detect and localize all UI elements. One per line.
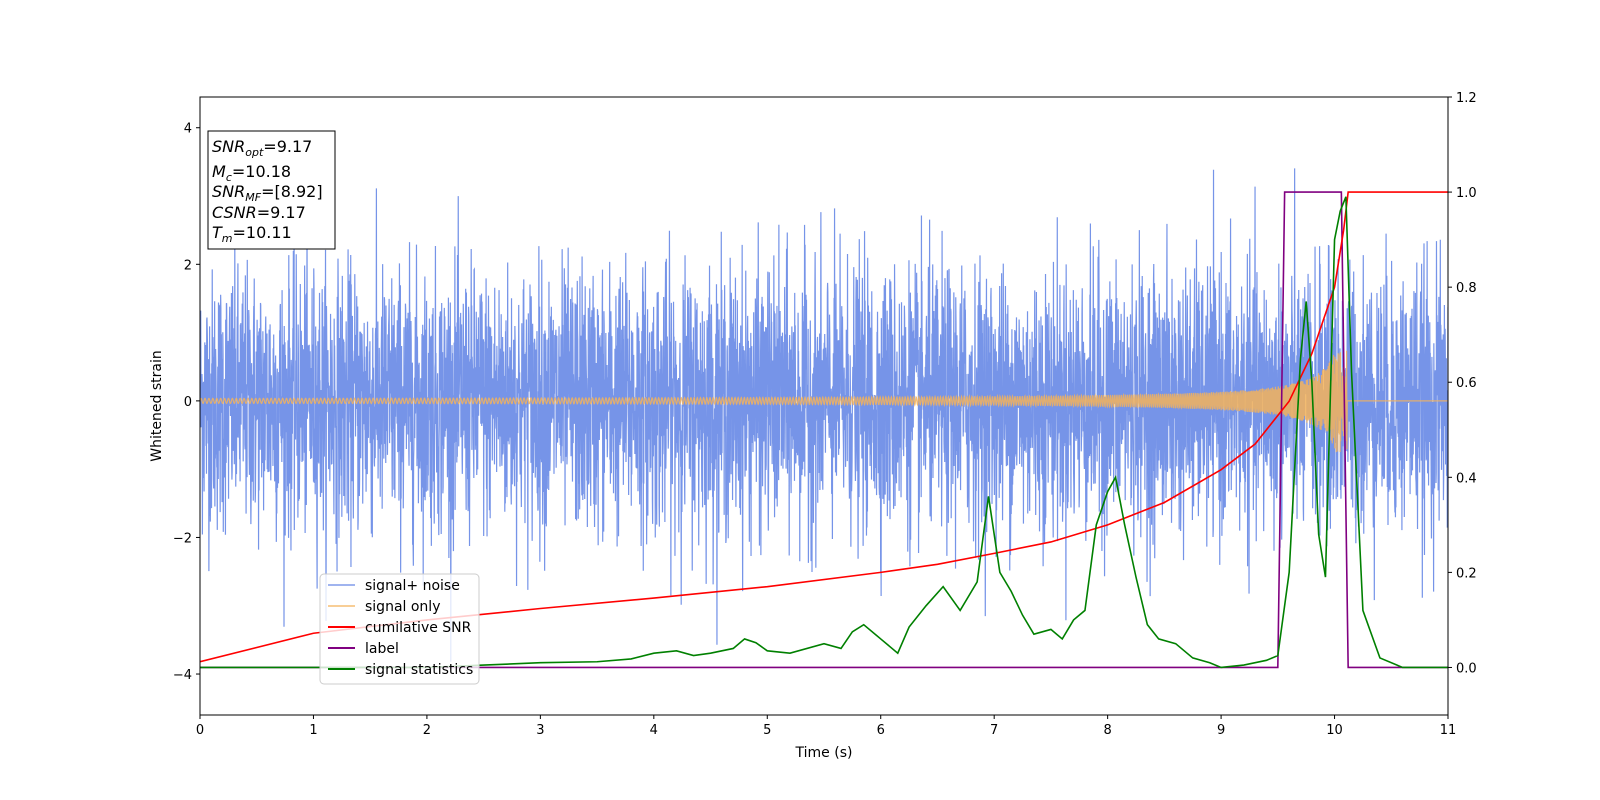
y-left-tick-label: 2 [184, 258, 192, 273]
x-tick-label: 7 [990, 723, 998, 738]
x-tick-label: 0 [196, 723, 204, 738]
legend-frame [319, 573, 480, 685]
annotation-line: Tm=10.11 [212, 223, 292, 245]
series-label-line [200, 191, 1448, 669]
axes-frame [199, 96, 1449, 716]
x-axis-title: Time (s) [795, 745, 853, 761]
y-left-tick-label: −2 [173, 531, 192, 546]
y-left-tick-label: −4 [173, 668, 192, 683]
y-right-tick-label: 0.2 [1456, 566, 1477, 581]
annotation-line: Mc=10.18 [212, 162, 291, 184]
x-tick-label: 3 [536, 723, 544, 738]
metrics-annotation-box: SNRopt=9.17 Mc=10.18SNRMF=[8.92]CSNR=9.17… [207, 130, 336, 250]
y-right-tick-label: 1.2 [1456, 91, 1477, 106]
y-left-tick-label: 0 [184, 395, 192, 410]
y-right-tick-label: 0.8 [1456, 281, 1477, 296]
annotation-line: CSNR=9.17 [212, 203, 306, 222]
series-signal-statistics-line [200, 196, 1448, 669]
axis-ticks: 0 1 2 3 4 5 6 7 8 9 10 11 −4 −2 0 2 4 0.0 0.2 0.4 0.6 0.8 1.0 1… [173, 91, 1477, 738]
annotation-line: SNRMF=[8.92] [212, 182, 323, 204]
y-right-tick-label: 0.4 [1456, 471, 1477, 486]
legend-label: signal only [365, 599, 440, 615]
x-tick-label: 9 [1217, 723, 1225, 738]
legend-label: label [365, 641, 399, 657]
x-tick-label: 6 [877, 723, 885, 738]
x-tick-label: 10 [1326, 723, 1343, 738]
y-axis-title: Whitened strain [149, 350, 165, 461]
x-tick-label: 2 [423, 723, 431, 738]
plot-area [200, 168, 1448, 669]
annotation-frame [207, 130, 336, 250]
legend-label: signal+ noise [365, 578, 460, 594]
series-cumulative-snr-line [200, 191, 1448, 663]
y-left-tick-label: 4 [184, 122, 192, 137]
legend-label: signal statistics [365, 662, 473, 678]
x-tick-label: 4 [650, 723, 658, 738]
y-right-tick-label: 0.0 [1456, 661, 1477, 676]
annotation-line: SNRopt=9.17 [212, 137, 312, 159]
x-tick-label: 5 [763, 723, 771, 738]
x-tick-label: 11 [1440, 723, 1457, 738]
legend-label: cumilative SNR [365, 620, 472, 636]
legend: signal+ noise signal only cumilative SNR la… [319, 573, 480, 685]
x-tick-label: 8 [1103, 723, 1111, 738]
x-tick-label: 1 [309, 723, 317, 738]
series-signal-only-line [200, 350, 1448, 453]
y-right-tick-label: 1.0 [1456, 186, 1477, 201]
y-right-tick-label: 0.6 [1456, 376, 1477, 391]
